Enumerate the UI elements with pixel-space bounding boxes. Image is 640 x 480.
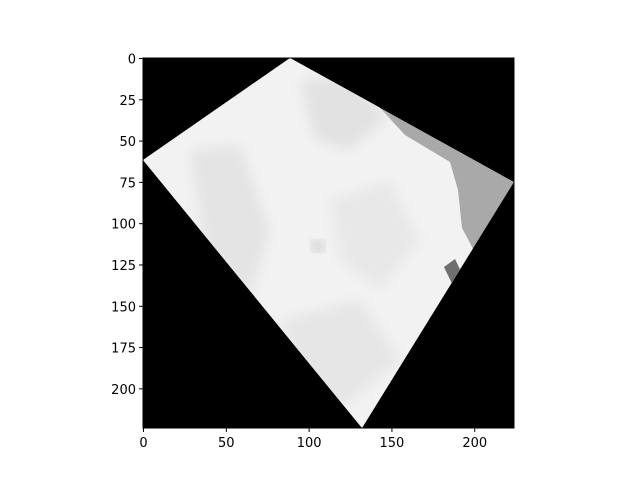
y-tick-label: 50 bbox=[119, 135, 136, 150]
patch-shade-2 bbox=[190, 145, 270, 300]
y-tick-label: 100 bbox=[111, 218, 136, 233]
patch-spot bbox=[311, 240, 325, 252]
x-axis: 0 50 100 150 200 bbox=[139, 428, 487, 451]
y-tick-label: 200 bbox=[111, 383, 136, 398]
x-tick-label: 100 bbox=[297, 436, 322, 451]
y-axis: 0 25 50 75 100 125 150 175 200 bbox=[111, 53, 143, 398]
y-tick-label: 75 bbox=[119, 176, 136, 191]
heatmap-image bbox=[143, 58, 514, 428]
x-tick-label: 0 bbox=[139, 436, 147, 451]
y-tick-label: 150 bbox=[111, 300, 136, 315]
x-tick-label: 200 bbox=[462, 436, 487, 451]
x-tick-label: 150 bbox=[380, 436, 405, 451]
y-tick-label: 0 bbox=[128, 53, 136, 68]
y-tick-label: 125 bbox=[111, 259, 136, 274]
y-tick-label: 175 bbox=[111, 342, 136, 357]
x-tick-label: 50 bbox=[218, 436, 235, 451]
patch-shade-3 bbox=[330, 180, 420, 290]
axes-frame bbox=[142, 57, 515, 429]
y-tick-label: 25 bbox=[119, 94, 136, 109]
